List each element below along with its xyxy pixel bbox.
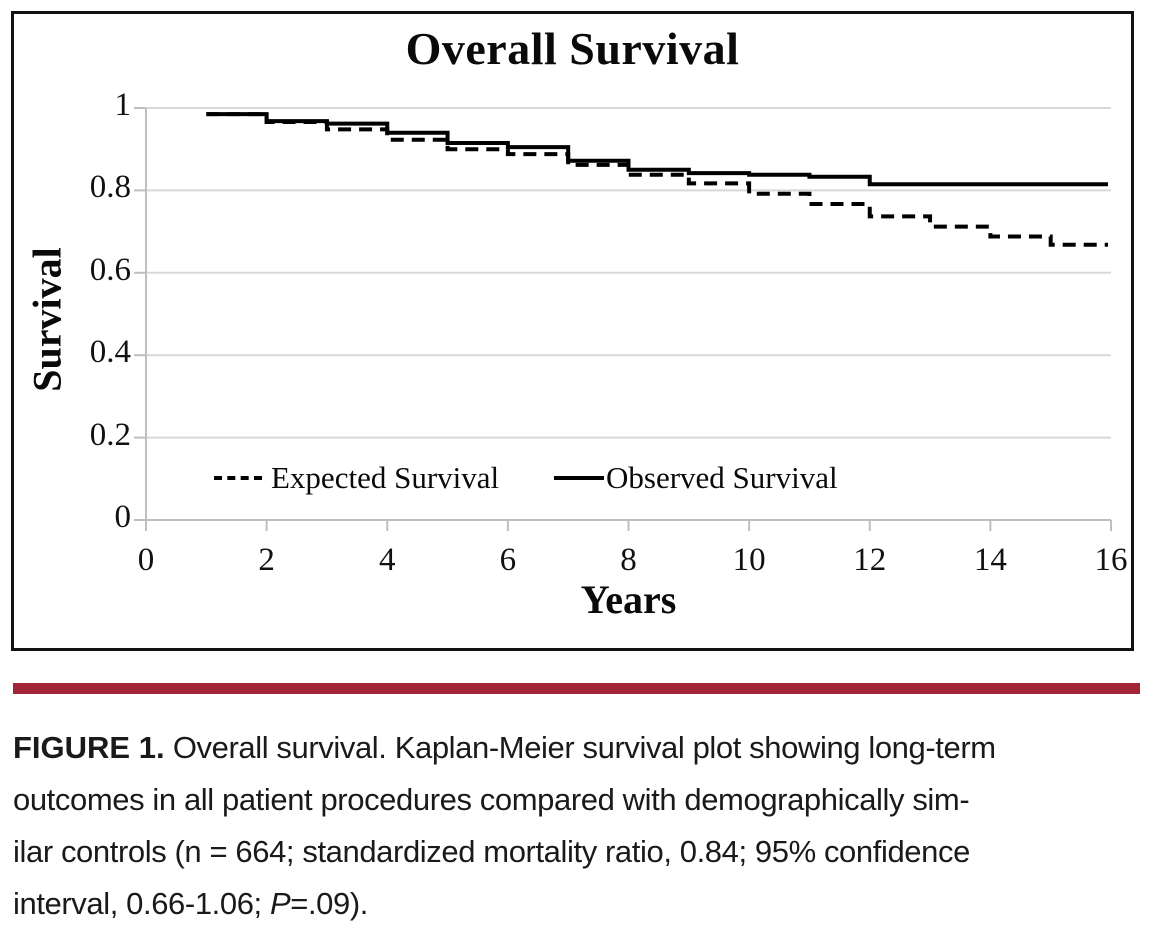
legend-observed-label: Observed Survival bbox=[606, 460, 838, 495]
figure-caption-label: FIGURE 1. bbox=[13, 730, 165, 765]
x-tick-label: 6 bbox=[499, 542, 517, 578]
figure-panel: Overall Survival 1 0.8 0.6 0.4 0.2 0 0 2 4 6 8 10 12… bbox=[11, 11, 1134, 651]
y-tick-label: 0.2 bbox=[89, 416, 131, 453]
legend-item-expected-survival: Expected Survival bbox=[214, 460, 499, 496]
solid-line-swatch-icon bbox=[554, 476, 604, 480]
y-tick-label: 1 bbox=[114, 87, 132, 123]
x-tick-label: 14 bbox=[973, 542, 1007, 578]
caption-text: =.09). bbox=[290, 886, 368, 921]
caption-line: FIGURE 1. Overall survival. Kaplan-Meier… bbox=[13, 722, 1143, 774]
y-tick-label: 0.6 bbox=[89, 251, 131, 288]
legend-expected-label: Expected Survival bbox=[271, 460, 500, 495]
x-axis-title: Years bbox=[580, 577, 677, 622]
caption-line: ilar controls (n = 664; standardized mor… bbox=[13, 834, 970, 869]
caption-line: outcomes in all patient procedures compa… bbox=[13, 782, 970, 817]
y-tick-label: 0.4 bbox=[89, 334, 131, 371]
x-tick-label: 10 bbox=[732, 542, 766, 578]
y-tick-label: 0 bbox=[114, 499, 132, 535]
chart-title: Overall Survival bbox=[405, 23, 740, 74]
caption-p-symbol: P bbox=[269, 886, 291, 921]
x-tick-label: 8 bbox=[620, 542, 637, 578]
x-tick-label: 2 bbox=[258, 542, 275, 578]
x-tick-label: 16 bbox=[1094, 542, 1128, 578]
caption-text: Overall survival. Kaplan-Meier survival … bbox=[172, 730, 996, 765]
x-tick-label: 4 bbox=[379, 542, 396, 578]
section-divider-rule bbox=[13, 683, 1140, 694]
figure-caption: FIGURE 1. Overall survival. Kaplan-Meier… bbox=[13, 722, 1143, 930]
y-tick-label: 0.8 bbox=[89, 169, 131, 206]
legend-item-observed-survival: Observed Survival bbox=[554, 460, 838, 496]
dashed-line-swatch-icon bbox=[214, 476, 262, 480]
caption-line: interval, 0.66-1.06; P=.09). bbox=[13, 878, 1143, 930]
x-tick-label: 12 bbox=[853, 542, 887, 578]
expected-survival-curve bbox=[206, 112, 1108, 247]
caption-text: interval, 0.66-1.06; bbox=[13, 886, 270, 921]
y-axis-title: Survival bbox=[24, 247, 70, 392]
x-tick-label: 0 bbox=[137, 542, 155, 578]
survival-chart bbox=[134, 107, 1112, 531]
